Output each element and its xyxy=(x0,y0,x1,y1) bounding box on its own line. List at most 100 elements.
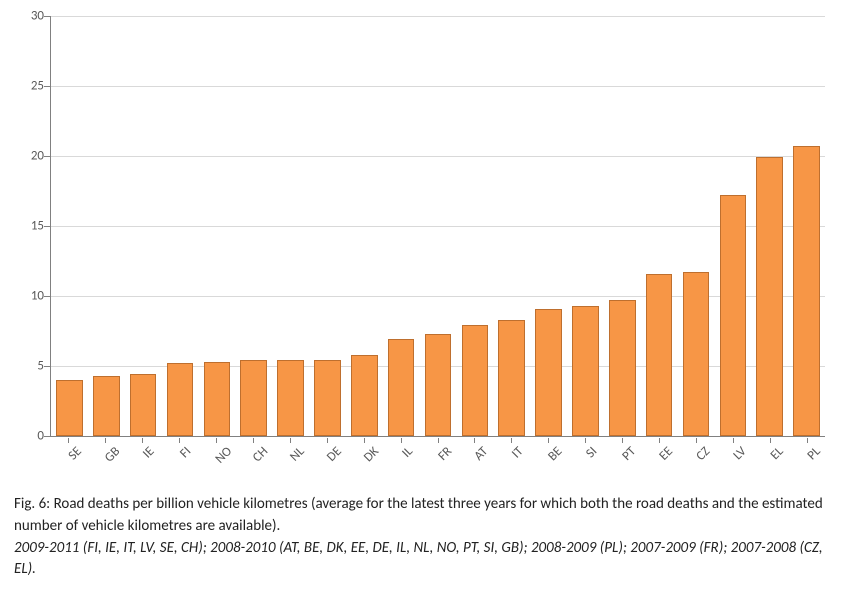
x-tick-mark xyxy=(807,438,808,443)
x-label-slot: NL xyxy=(271,438,308,488)
x-tick-label: CZ xyxy=(693,444,713,464)
x-label-slot: CH xyxy=(235,438,272,488)
x-tick-mark xyxy=(401,438,402,443)
x-tick-label: DE xyxy=(324,444,345,465)
bar-slot xyxy=(456,16,493,436)
bar-at xyxy=(462,325,489,436)
x-tick-mark xyxy=(253,438,254,443)
bar-slot xyxy=(788,16,825,436)
x-tick-mark xyxy=(770,438,771,443)
bar-slot xyxy=(51,16,88,436)
x-tick-label: CH xyxy=(250,444,271,465)
x-axis-labels: SEGB IE FINO CH NL DE DK IL FR AT IT BESI PT EE CZ LV EL… xyxy=(50,438,825,488)
x-tick-label: DK xyxy=(361,444,382,465)
y-tick-label: 15 xyxy=(14,219,44,234)
x-tick-mark xyxy=(179,438,180,443)
x-label-slot: FR xyxy=(419,438,456,488)
x-tick-label: EL xyxy=(767,444,786,463)
x-label-slot: NO xyxy=(198,438,235,488)
bar-slot xyxy=(714,16,751,436)
x-label-slot: SI xyxy=(567,438,604,488)
x-label-slot: CZ xyxy=(677,438,714,488)
x-tick-mark xyxy=(364,438,365,443)
x-tick-label: FI xyxy=(177,444,194,461)
x-tick-label: IT xyxy=(509,444,526,461)
bar-no xyxy=(204,362,231,436)
chart-area: 051015202530 SEGBIEFINOCHNLDEDKILFRATITB… xyxy=(14,12,833,490)
x-tick-label: AT xyxy=(472,444,492,464)
x-tick-mark xyxy=(622,438,623,443)
bar-slot xyxy=(272,16,309,436)
x-tick-label: LV xyxy=(730,444,749,463)
bar-gb xyxy=(93,376,120,436)
bar-slot xyxy=(567,16,604,436)
bar-slot xyxy=(530,16,567,436)
x-tick-mark xyxy=(327,438,328,443)
x-tick-mark xyxy=(216,438,217,443)
x-tick-mark xyxy=(290,438,291,443)
bar-slot xyxy=(383,16,420,436)
bar-pl xyxy=(793,146,820,436)
x-tick-mark xyxy=(68,438,69,443)
bar-slot xyxy=(125,16,162,436)
bar-slot xyxy=(88,16,125,436)
x-label-slot: PL xyxy=(788,438,825,488)
x-label-slot: GB xyxy=(87,438,124,488)
bar-slot xyxy=(198,16,235,436)
x-label-slot: SE xyxy=(50,438,87,488)
x-tick-mark xyxy=(105,438,106,443)
bar-slot xyxy=(235,16,272,436)
y-tick-label: 0 xyxy=(14,429,44,444)
plot-area xyxy=(50,16,825,437)
x-tick-label: EE xyxy=(656,444,676,464)
x-tick-label: FR xyxy=(435,444,455,464)
bar-dk xyxy=(351,355,378,436)
bar-slot xyxy=(493,16,530,436)
bar-it xyxy=(498,320,525,436)
figure-container: 051015202530 SEGBIEFINOCHNLDEDKILFRATITB… xyxy=(0,0,847,607)
bar-slot xyxy=(678,16,715,436)
x-label-slot: DE xyxy=(308,438,345,488)
x-label-slot: EL xyxy=(751,438,788,488)
bar-slot xyxy=(751,16,788,436)
bar-slot xyxy=(346,16,383,436)
bar-fi xyxy=(167,363,194,436)
x-tick-label: PL xyxy=(804,444,823,463)
caption-periods: 2009-2011 (FI, IE, IT, LV, SE, CH); 2008… xyxy=(14,539,823,579)
bar-pt xyxy=(609,300,636,436)
bar-slot xyxy=(162,16,199,436)
x-tick-label: NL xyxy=(287,444,307,464)
bar-fr xyxy=(425,334,452,436)
y-tick-label: 30 xyxy=(14,9,44,24)
y-tick-label: 20 xyxy=(14,149,44,164)
x-tick-mark xyxy=(142,438,143,443)
x-tick-label: IE xyxy=(140,444,157,461)
x-tick-mark xyxy=(474,438,475,443)
x-label-slot: LV xyxy=(714,438,751,488)
x-tick-mark xyxy=(585,438,586,443)
figure-caption: Fig. 6: Road deaths per billion vehicle … xyxy=(14,494,833,581)
y-tick-label: 10 xyxy=(14,289,44,304)
bar-nl xyxy=(277,360,304,436)
x-label-slot: BE xyxy=(530,438,567,488)
bar-de xyxy=(314,360,341,436)
bar-slot xyxy=(420,16,457,436)
caption-main: Fig. 6: Road deaths per billion vehicle … xyxy=(14,495,823,535)
bar-lv xyxy=(720,195,747,436)
bars xyxy=(51,16,825,436)
bar-el xyxy=(756,157,783,436)
x-tick-label: PT xyxy=(619,444,639,464)
x-tick-mark xyxy=(438,438,439,443)
x-tick-label: SE xyxy=(66,444,85,463)
bar-si xyxy=(572,306,599,436)
x-tick-label: BE xyxy=(545,444,565,464)
x-label-slot: FI xyxy=(161,438,198,488)
y-tick-label: 5 xyxy=(14,359,44,374)
bar-cz xyxy=(683,272,710,436)
x-tick-label: IL xyxy=(399,444,416,461)
bar-ie xyxy=(130,374,157,436)
x-label-slot: PT xyxy=(604,438,641,488)
x-tick-mark xyxy=(548,438,549,443)
bar-slot xyxy=(641,16,678,436)
x-label-slot: DK xyxy=(345,438,382,488)
